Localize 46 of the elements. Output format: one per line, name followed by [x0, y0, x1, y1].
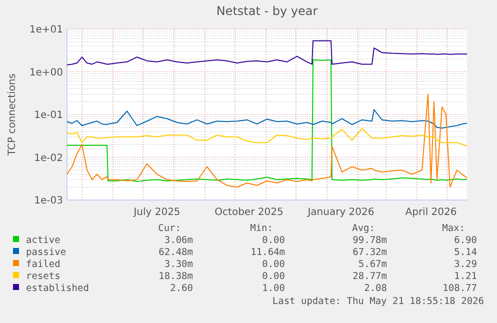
text: 67.32m: [352, 247, 388, 258]
x-tick-label: October 2025: [214, 207, 284, 218]
text: Last update: Thu May 21 18:55:18 2026: [272, 296, 484, 307]
text: 3.29: [454, 259, 478, 270]
x-tick-label: April 2026: [405, 207, 457, 218]
text: 0.00: [262, 235, 286, 246]
text: 28.77m: [352, 271, 388, 282]
legend-label: passive: [26, 247, 66, 258]
text: 3.06m: [164, 235, 194, 246]
y-tick-label: 1e-01: [34, 110, 63, 121]
text: 99.78m: [352, 235, 388, 246]
x-tick-label: July 2025: [132, 207, 180, 218]
text: 3.30m: [164, 259, 194, 270]
text: 18.38m: [158, 271, 194, 282]
text: 0.00: [262, 259, 286, 270]
text: 108.77: [442, 283, 477, 294]
y-tick-label: 1e-02: [34, 152, 63, 164]
text: 62.48m: [158, 247, 194, 258]
chart-title: Netstat - by year: [216, 4, 318, 18]
text: 1.21: [454, 271, 478, 282]
x-tick-label: January 2026: [306, 207, 374, 218]
text: Avg:: [352, 223, 375, 234]
text: Max:: [442, 223, 465, 234]
text: 11.64m: [250, 247, 286, 258]
text: Cur:: [158, 223, 181, 234]
y-axis-title: TCP connections: [7, 73, 18, 157]
line-series: [66, 59, 468, 182]
line-series: [66, 109, 468, 129]
legend-label: resets: [26, 271, 60, 282]
text: 0.00: [262, 271, 286, 282]
text: 2.60: [170, 283, 194, 294]
y-tick-label: 1e+01: [29, 24, 63, 36]
text: Min:: [250, 223, 273, 234]
y-tick-label: 1e+00: [29, 67, 63, 78]
legend-label: established: [26, 283, 89, 294]
line-series: [66, 128, 468, 146]
legend-label: active: [26, 235, 61, 246]
line-series: [66, 40, 468, 66]
line-series: [66, 94, 468, 188]
y-tick-label: 1e-03: [34, 196, 63, 206]
text: 5.67m: [358, 259, 388, 270]
text: 6.90: [454, 235, 478, 246]
text: 1.00: [262, 283, 286, 294]
text: 5.14: [454, 247, 478, 258]
text: 2.08: [364, 283, 388, 294]
legend-label: failed: [26, 259, 60, 270]
